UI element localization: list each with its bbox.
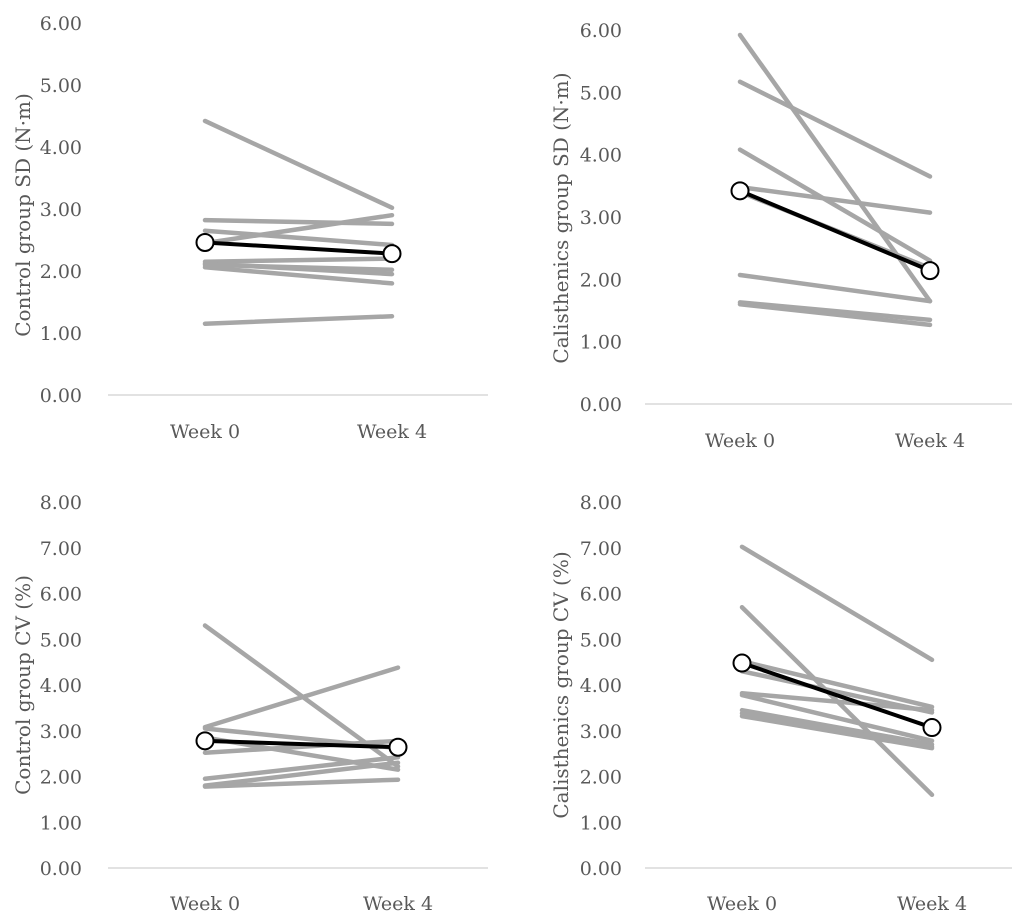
y-tick-label: 5.00 bbox=[40, 629, 82, 651]
y-tick-label: 6.00 bbox=[580, 584, 622, 606]
y-tick-label: 7.00 bbox=[40, 538, 82, 560]
mean-line bbox=[204, 738, 399, 750]
y-tick-label: 4.00 bbox=[40, 675, 82, 697]
y-tick-label: 3.00 bbox=[40, 199, 82, 221]
y-tick-label: 3.00 bbox=[580, 721, 622, 743]
individual-line bbox=[202, 228, 395, 248]
individual-line bbox=[739, 690, 935, 713]
y-tick-label: 0.00 bbox=[580, 394, 622, 416]
mean-line bbox=[741, 661, 933, 730]
individual-line bbox=[737, 184, 933, 215]
y-tick-label: 0.00 bbox=[40, 385, 82, 407]
y-tick-label: 1.00 bbox=[580, 332, 622, 354]
individual-line bbox=[739, 713, 935, 751]
x-tick-label: Week 4 bbox=[357, 421, 427, 443]
y-tick-label: 6.00 bbox=[40, 13, 82, 35]
panel-control-sd: 0.00 1.00 2.00 3.00 4.00 5.00 6.00 Week 0 Week 4… bbox=[11, 13, 488, 443]
x-tick-label: Week 0 bbox=[705, 430, 775, 452]
individual-line bbox=[202, 755, 401, 782]
x-tick-label: Week 4 bbox=[897, 893, 967, 914]
y-tick-label: 3.00 bbox=[40, 721, 82, 743]
y-axis-label: Control group CV (%) bbox=[11, 575, 35, 795]
mean-marker bbox=[195, 731, 215, 751]
individual-line bbox=[737, 272, 933, 304]
individual-line bbox=[202, 217, 395, 227]
mean-line bbox=[204, 240, 393, 256]
y-tick-label: 4.00 bbox=[40, 137, 82, 159]
y-axis-label: Control group SD (N·m) bbox=[11, 93, 35, 337]
individual-line bbox=[202, 256, 395, 264]
individual-line bbox=[737, 302, 933, 328]
mean-marker bbox=[920, 261, 940, 281]
individual-line bbox=[202, 760, 401, 788]
y-tick-label: 0.00 bbox=[580, 858, 622, 880]
y-tick-label: 5.00 bbox=[40, 75, 82, 97]
panel-calisthenics-cv: 0.00 1.00 2.00 3.00 4.00 5.00 6.00 7.00 8.00 Week… bbox=[549, 492, 1012, 914]
individual-line bbox=[737, 147, 933, 263]
x-tick-label: Week 4 bbox=[363, 893, 433, 914]
y-tick-label: 4.00 bbox=[580, 675, 622, 697]
individual-line bbox=[202, 212, 395, 246]
y-tick-label: 8.00 bbox=[40, 492, 82, 514]
y-tick-label: 5.00 bbox=[580, 82, 622, 104]
individual-line bbox=[739, 544, 935, 663]
y-tick-label: 6.00 bbox=[580, 20, 622, 42]
individual-line bbox=[202, 777, 401, 789]
y-tick-label: 2.00 bbox=[40, 261, 82, 283]
panel-calisthenics-sd: 0.00 1.00 2.00 3.00 4.00 5.00 6.00 Week 0 Week 4… bbox=[549, 20, 1012, 452]
mean-marker bbox=[382, 244, 402, 264]
y-tick-label: 6.00 bbox=[40, 584, 82, 606]
x-tick-label: Week 0 bbox=[707, 893, 777, 914]
individual-line bbox=[202, 314, 395, 326]
x-tick-label: Week 4 bbox=[895, 430, 965, 452]
y-tick-label: 2.00 bbox=[580, 767, 622, 789]
mean-line bbox=[739, 188, 931, 273]
y-tick-label: 2.00 bbox=[580, 269, 622, 291]
y-axis-label: Calisthenics group CV (%) bbox=[549, 551, 573, 818]
y-tick-label: 2.00 bbox=[40, 767, 82, 789]
mean-marker bbox=[388, 737, 408, 757]
y-tick-label: 3.00 bbox=[580, 207, 622, 229]
y-tick-label: 1.00 bbox=[40, 323, 82, 345]
individual-line bbox=[737, 300, 933, 323]
x-tick-label: Week 0 bbox=[170, 421, 240, 443]
mean-marker bbox=[730, 181, 750, 201]
y-tick-label: 0.00 bbox=[40, 858, 82, 880]
mean-marker bbox=[732, 653, 752, 673]
panel-control-cv: 0.00 1.00 2.00 3.00 4.00 5.00 6.00 7.00 8.00 Week… bbox=[11, 492, 488, 914]
individual-line bbox=[739, 707, 935, 747]
y-tick-label: 1.00 bbox=[580, 812, 622, 834]
individual-line bbox=[739, 692, 935, 744]
y-tick-label: 1.00 bbox=[40, 812, 82, 834]
mean-marker bbox=[195, 232, 215, 252]
individual-line bbox=[202, 262, 395, 273]
y-tick-label: 8.00 bbox=[580, 492, 622, 514]
y-tick-label: 5.00 bbox=[580, 629, 622, 651]
individual-line bbox=[202, 738, 401, 755]
y-tick-label: 7.00 bbox=[580, 538, 622, 560]
mean-marker bbox=[922, 718, 942, 738]
individual-line bbox=[202, 665, 401, 730]
individual-line bbox=[202, 118, 395, 211]
individual-line bbox=[737, 79, 933, 179]
individual-line bbox=[202, 265, 395, 286]
x-tick-label: Week 0 bbox=[170, 893, 240, 914]
individual-line bbox=[739, 658, 935, 710]
y-axis-label: Calisthenics group SD (N·m) bbox=[549, 72, 573, 363]
y-tick-label: 4.00 bbox=[580, 145, 622, 167]
